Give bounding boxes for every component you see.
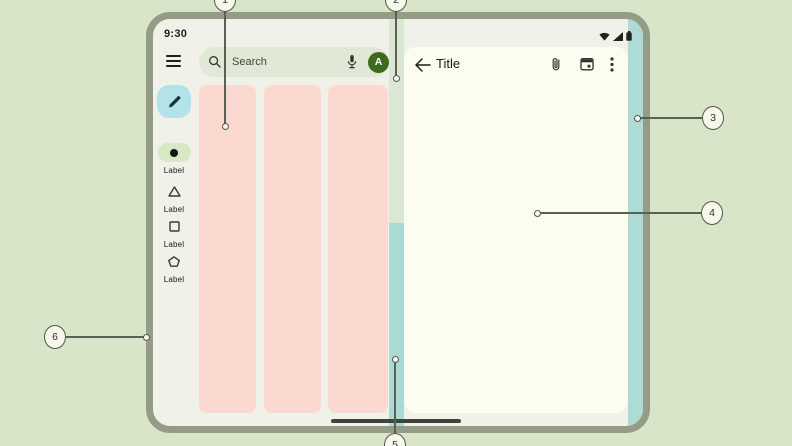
callout-badge-2: 2 [385, 0, 407, 12]
search-icon [208, 55, 222, 69]
callout-line-2 [395, 10, 397, 77]
search-bar[interactable]: Search A [199, 47, 389, 77]
callout-endpoint-3 [633, 114, 641, 122]
microphone-icon[interactable] [346, 54, 358, 70]
sidebar-item-2[interactable]: Label [153, 182, 195, 214]
calendar-icon[interactable] [580, 57, 594, 71]
list-placeholder-column [328, 85, 388, 413]
callout-endpoint-1 [221, 122, 229, 130]
pane-divider-upper[interactable] [389, 19, 404, 223]
more-vert-icon[interactable] [610, 57, 614, 72]
sidebar-item-1[interactable]: Label [153, 143, 195, 175]
callout-badge-5: 5 [384, 433, 406, 446]
detail-pane: Title [404, 47, 628, 413]
device-screen: 9:30 Search [153, 19, 643, 426]
callout-endpoint-4 [533, 209, 541, 217]
status-bar-icons [599, 31, 632, 41]
sidebar-item-label: Label [163, 275, 185, 284]
cellular-signal-icon [613, 32, 623, 41]
battery-icon [626, 31, 632, 41]
callout-endpoint-2 [392, 74, 400, 82]
circle-icon [169, 148, 179, 158]
square-icon [158, 217, 191, 236]
sidebar-item-label: Label [163, 240, 185, 249]
back-arrow-icon[interactable] [414, 58, 431, 72]
callout-line-4 [540, 212, 702, 214]
pane-divider-drag-area[interactable] [389, 223, 404, 426]
callout-endpoint-6 [142, 333, 150, 341]
sidebar-item-label: Label [163, 205, 185, 214]
callout-line-6 [64, 336, 146, 338]
callout-badge-1: 1 [214, 0, 236, 12]
account-avatar[interactable]: A [368, 51, 389, 73]
wifi-icon [599, 32, 610, 41]
attachment-icon[interactable] [550, 56, 562, 73]
status-bar-time: 9:30 [164, 28, 188, 40]
list-placeholder-column [199, 85, 256, 413]
sidebar-item-label: Label [163, 166, 185, 175]
callout-line-3 [637, 117, 703, 119]
search-placeholder: Search [232, 56, 267, 68]
list-placeholder-column [264, 85, 321, 413]
pentagon-icon [158, 252, 191, 271]
active-indicator-pill [157, 143, 191, 162]
callout-badge-6: 6 [44, 325, 66, 349]
callout-badge-4: 4 [701, 201, 723, 225]
navigation-handle[interactable] [331, 419, 461, 423]
right-edge-inset-highlight [628, 19, 643, 426]
pencil-icon [166, 94, 182, 110]
sidebar-item-3[interactable]: Label [153, 217, 195, 249]
sidebar-item-4[interactable]: Label [153, 252, 195, 284]
compose-fab[interactable] [157, 85, 191, 118]
callout-endpoint-5 [391, 355, 399, 363]
tablet-device-frame: 9:30 Search [146, 12, 650, 433]
callout-line-1 [224, 10, 226, 125]
callout-badge-3: 3 [702, 106, 724, 130]
menu-icon[interactable] [166, 55, 181, 67]
triangle-icon [158, 182, 191, 201]
detail-title: Title [436, 56, 461, 71]
callout-line-5 [394, 362, 396, 433]
